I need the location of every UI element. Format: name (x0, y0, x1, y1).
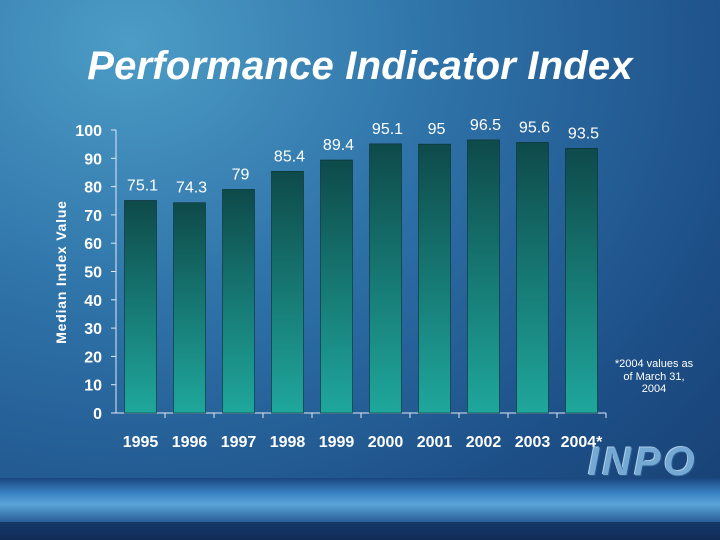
x-tick-label: 1995 (123, 434, 159, 451)
slide-title: Performance Indicator Index (87, 44, 633, 88)
y-tick-label: 90 (84, 151, 102, 168)
y-tick-label: 40 (84, 293, 102, 310)
bar-2000 (369, 143, 402, 414)
bar-2003 (516, 142, 549, 414)
y-tick-label: 80 (84, 180, 102, 197)
data-label: 95 (428, 121, 446, 138)
data-label: 95.6 (519, 119, 550, 136)
y-tick-label: 0 (93, 406, 102, 423)
y-tick-label: 50 (84, 265, 102, 282)
x-tick-label: 2003 (515, 434, 551, 451)
x-tick-label: 2000 (368, 434, 404, 451)
x-tick-label: 1998 (270, 434, 306, 451)
bottom-band (0, 478, 720, 522)
bar-1999 (320, 159, 353, 414)
data-label: 85.4 (274, 148, 305, 165)
y-tick-label: 30 (84, 321, 102, 338)
y-tick-label: 100 (75, 123, 102, 140)
x-tick-label: 1996 (172, 434, 208, 451)
data-labels: 75.1 74.3 79 85.4 89.4 95.1 95 96.5 95.6 93.5 (127, 117, 599, 197)
bar-1995 (124, 200, 157, 414)
data-label: 74.3 (176, 180, 207, 197)
data-label: 95.1 (372, 121, 403, 138)
x-tick-label: 2004* (561, 434, 604, 451)
chart-bars (124, 139, 598, 414)
y-tick-labels: 0 10 20 30 40 50 60 70 80 90 100 (75, 123, 116, 423)
y-tick-label: 20 (84, 349, 102, 366)
y-tick-label: 10 (84, 378, 102, 395)
data-label: 75.1 (127, 177, 158, 194)
y-axis-title: Median Index Value (53, 200, 69, 344)
data-label: 93.5 (568, 125, 599, 142)
data-label: 96.5 (470, 117, 501, 134)
footnote: *2004 values as of March 31, 2004 (614, 358, 694, 395)
x-tick-labels: 1995 1996 1997 1998 1999 2000 2001 2002 2003 2004… (123, 413, 607, 451)
x-tick-label: 1997 (221, 434, 257, 451)
y-tick-label: 70 (84, 208, 102, 225)
bar-1996 (173, 202, 206, 414)
bottom-line (0, 522, 720, 540)
bar-2002 (467, 139, 500, 414)
bar-2004 (565, 148, 598, 414)
inpo-logo: INPO (588, 440, 698, 484)
bar-2001 (418, 143, 451, 414)
data-label: 89.4 (323, 137, 354, 154)
bar-1998 (271, 171, 304, 414)
y-tick-label: 60 (84, 236, 102, 253)
bar-1997 (222, 189, 255, 414)
x-tick-label: 1999 (319, 434, 355, 451)
data-label: 79 (232, 166, 250, 183)
x-tick-label: 2001 (417, 434, 453, 451)
x-tick-label: 2002 (466, 434, 502, 451)
